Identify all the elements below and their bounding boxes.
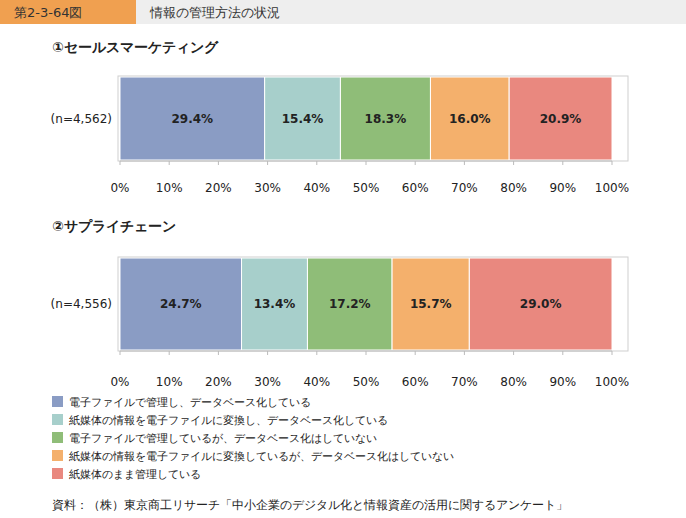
x-tick-label: 20% xyxy=(205,375,232,389)
x-tick xyxy=(562,161,563,165)
label-group: 29.4% 15.4% 18.3% 16.0% 20.9% xyxy=(172,112,582,126)
x-tick-label: 80% xyxy=(500,181,527,195)
category-label: (n=4,556) xyxy=(51,297,112,311)
bar-segment xyxy=(509,77,612,160)
data-label: 29.4% xyxy=(172,112,214,126)
bar-segment xyxy=(307,258,392,350)
legend-swatch xyxy=(52,450,63,461)
legend-swatch xyxy=(52,432,63,443)
x-tick-label: 70% xyxy=(451,375,478,389)
x-tick xyxy=(316,351,317,355)
x-tick-label: 60% xyxy=(402,375,429,389)
x-tick xyxy=(464,161,465,165)
x-tick-label: 10% xyxy=(156,181,183,195)
x-tick xyxy=(267,161,268,165)
x-tick xyxy=(513,351,514,355)
legend-swatch xyxy=(52,468,63,479)
legend-swatch xyxy=(52,396,63,407)
x-tick-label: 30% xyxy=(254,181,281,195)
x-tick-label: 10% xyxy=(156,375,183,389)
x-tick xyxy=(562,351,563,355)
x-tick-label: 0% xyxy=(110,181,129,195)
legend-label: 紙媒体の情報を電子ファイルに変換しているが、データベース化はしていない xyxy=(69,450,454,463)
x-tick xyxy=(612,351,613,355)
x-tick xyxy=(120,161,121,165)
bar-segment xyxy=(340,77,430,160)
bar-group xyxy=(120,258,612,350)
legend-label: 電子ファイルで管理しているが、データベース化はしていない xyxy=(69,432,377,445)
x-tick xyxy=(120,351,121,355)
bar-segment xyxy=(392,258,469,350)
legend-swatch xyxy=(52,414,63,425)
source-note: 資料：（株）東京商工リサーチ「中小企業のデジタル化と情報資産の活用に関するアンケ… xyxy=(52,498,568,512)
x-tick-label: 20% xyxy=(205,181,232,195)
data-label: 20.9% xyxy=(540,112,582,126)
data-label: 13.4% xyxy=(254,297,296,311)
figure-title: 情報の管理方法の状況 xyxy=(149,5,280,20)
bar-group xyxy=(120,77,612,160)
plot-frame xyxy=(118,257,628,351)
x-tick-label: 90% xyxy=(549,375,576,389)
x-tick xyxy=(415,161,416,165)
data-label: 29.0% xyxy=(520,297,562,311)
chart-title: ①セールスマーケティング xyxy=(52,39,219,55)
x-tick xyxy=(169,161,170,165)
x-tick-label: 80% xyxy=(500,375,527,389)
header-figure-box xyxy=(0,0,136,24)
x-tick-label: 30% xyxy=(254,375,281,389)
x-tick xyxy=(366,351,367,355)
x-tick xyxy=(218,161,219,165)
x-tick-label: 40% xyxy=(303,181,330,195)
legend-label: 紙媒体のまま管理している xyxy=(69,468,201,481)
x-tick xyxy=(415,351,416,355)
category-label: (n=4,562) xyxy=(51,112,112,126)
x-tick xyxy=(218,351,219,355)
x-tick-label: 90% xyxy=(549,181,576,195)
chart-figure: 第2-3-64図 情報の管理方法の状況 ①セールスマーケティング 0% 10% 20% 30… xyxy=(0,0,686,518)
data-label: 15.7% xyxy=(410,297,452,311)
chart-title: ②サプライチェーン xyxy=(52,218,176,234)
data-label: 24.7% xyxy=(160,297,202,311)
bar-segment xyxy=(265,77,341,160)
x-tick-label: 40% xyxy=(303,375,330,389)
header-band xyxy=(0,0,686,24)
x-tick xyxy=(513,161,514,165)
data-label: 15.4% xyxy=(282,112,324,126)
x-tick xyxy=(267,351,268,355)
bar-segment xyxy=(469,258,612,350)
legend-label: 電子ファイルで管理し、データベース化している xyxy=(69,396,311,409)
bar-segment xyxy=(120,258,242,350)
x-tick-label: 70% xyxy=(451,181,478,195)
data-label: 16.0% xyxy=(449,112,491,126)
x-tick-label: 50% xyxy=(353,375,380,389)
bar-segment xyxy=(120,77,265,160)
plot-frame xyxy=(118,76,628,161)
legend: 電子ファイルで管理し、データベース化している紙媒体の情報を電子ファイルに変換し、… xyxy=(52,396,454,481)
x-tick xyxy=(612,161,613,165)
x-tick-label: 0% xyxy=(110,375,129,389)
x-tick xyxy=(169,351,170,355)
x-tick-label: 100% xyxy=(595,375,629,389)
chart-panel: ①セールスマーケティング 0% 10% 20% 30% 40% 50% 60% 70% 80% 90… xyxy=(51,39,630,195)
x-tick-label: 100% xyxy=(595,181,629,195)
label-group: 24.7% 13.4% 17.2% 15.7% 29.0% xyxy=(160,297,562,311)
bar-segment xyxy=(242,258,308,350)
figure-number: 第2-3-64図 xyxy=(14,5,82,20)
x-tick-label: 50% xyxy=(353,181,380,195)
x-tick xyxy=(366,161,367,165)
chart-panel: ②サプライチェーン 0% 10% 20% 30% 40% 50% 60% 70% 80% 90% 10… xyxy=(51,218,630,389)
x-tick-label: 60% xyxy=(402,181,429,195)
data-label: 17.2% xyxy=(329,297,371,311)
bar-segment xyxy=(430,77,509,160)
x-tick xyxy=(316,161,317,165)
data-label: 18.3% xyxy=(365,112,407,126)
x-tick xyxy=(464,351,465,355)
legend-label: 紙媒体の情報を電子ファイルに変換し、データベース化している xyxy=(69,414,388,427)
